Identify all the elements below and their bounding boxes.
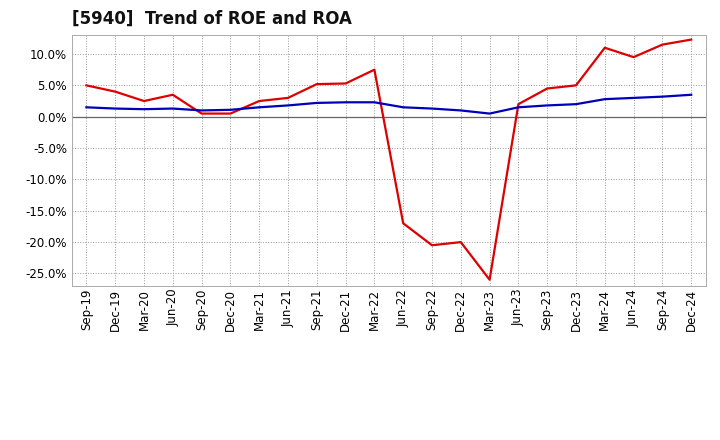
ROA xyxy=(197,108,206,113)
ROA xyxy=(658,94,667,99)
ROA xyxy=(456,108,465,113)
ROA xyxy=(485,111,494,116)
ROE xyxy=(197,111,206,116)
ROE xyxy=(255,99,264,104)
ROA xyxy=(600,96,609,102)
ROA xyxy=(226,107,235,113)
ROA xyxy=(629,95,638,100)
ROA xyxy=(168,106,177,111)
ROE xyxy=(168,92,177,97)
Legend: ROE, ROA: ROE, ROA xyxy=(308,438,469,440)
Line: ROA: ROA xyxy=(86,95,691,114)
ROE xyxy=(629,55,638,60)
ROA xyxy=(399,105,408,110)
ROE xyxy=(111,89,120,94)
ROA xyxy=(514,105,523,110)
ROE xyxy=(456,239,465,245)
ROA xyxy=(255,105,264,110)
ROE xyxy=(370,67,379,72)
ROE xyxy=(687,37,696,42)
ROE xyxy=(140,99,148,104)
ROE xyxy=(428,242,436,248)
ROA xyxy=(687,92,696,97)
ROE xyxy=(312,81,321,87)
ROE xyxy=(399,220,408,226)
Text: [5940]  Trend of ROE and ROA: [5940] Trend of ROE and ROA xyxy=(72,10,352,28)
ROA xyxy=(572,102,580,107)
ROA xyxy=(140,106,148,112)
ROE xyxy=(600,45,609,50)
ROE xyxy=(82,83,91,88)
ROE xyxy=(226,111,235,116)
ROA xyxy=(341,99,350,105)
ROA xyxy=(312,100,321,106)
ROE xyxy=(572,83,580,88)
ROA xyxy=(543,103,552,108)
ROA xyxy=(82,105,91,110)
ROA xyxy=(428,106,436,111)
ROE xyxy=(543,86,552,91)
ROE xyxy=(485,277,494,282)
ROE xyxy=(514,102,523,107)
Line: ROE: ROE xyxy=(86,40,691,280)
ROA xyxy=(284,103,292,108)
ROA xyxy=(370,99,379,105)
ROE xyxy=(341,81,350,86)
ROE xyxy=(658,42,667,47)
ROA xyxy=(111,106,120,111)
ROE xyxy=(284,95,292,100)
